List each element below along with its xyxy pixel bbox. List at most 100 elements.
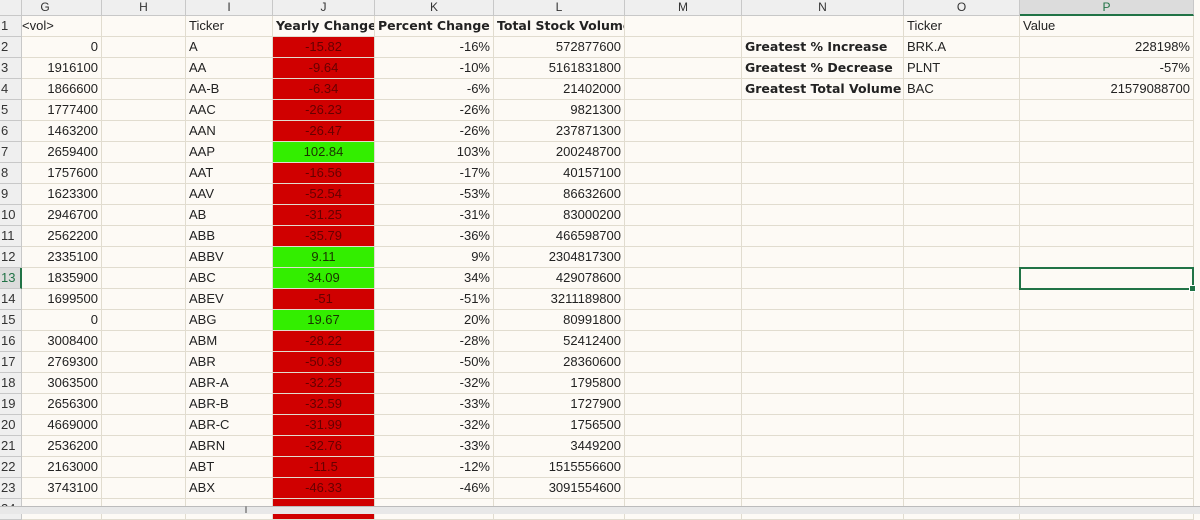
percent-change-cell[interactable]: -10% [375,58,494,79]
cell-h[interactable] [102,289,186,310]
cell-o[interactable] [904,478,1020,499]
cell-h[interactable] [102,436,186,457]
total-volume-cell[interactable]: 28360600 [494,352,625,373]
cell-n[interactable] [742,436,904,457]
volume-cell[interactable]: 1699500 [0,289,102,310]
cell-h[interactable] [102,184,186,205]
cell-n[interactable] [742,289,904,310]
yearly-change-cell[interactable]: 102.84 [273,142,375,163]
yearly-change-cell[interactable]: -50.39 [273,352,375,373]
row-header-1[interactable]: 1 [0,16,22,37]
cell-h[interactable] [102,268,186,289]
percent-change-cell[interactable]: -33% [375,436,494,457]
column-header-h[interactable]: H [102,0,186,16]
total-volume-cell[interactable]: 466598700 [494,226,625,247]
row-header-23[interactable]: 23 [0,478,22,499]
percent-change-cell[interactable]: -51% [375,289,494,310]
yearly-change-cell[interactable]: -28.22 [273,331,375,352]
cell-n[interactable] [742,226,904,247]
header-cell-o[interactable]: Ticker [904,16,1020,37]
header-cell-j[interactable]: Yearly Change [273,16,375,37]
row-header-14[interactable]: 14 [0,289,22,310]
volume-cell[interactable]: 3008400 [0,331,102,352]
total-volume-cell[interactable]: 80991800 [494,310,625,331]
cell-m[interactable] [625,268,742,289]
summary-ticker-cell[interactable]: BAC [904,79,1020,100]
cell-n[interactable] [742,331,904,352]
yearly-change-cell[interactable]: -35.79 [273,226,375,247]
summary-label-cell[interactable]: Greatest Total Volume [742,79,904,100]
cell-p[interactable] [1020,142,1194,163]
header-cell-i[interactable]: Ticker [186,16,273,37]
yearly-change-cell[interactable]: 34.09 [273,268,375,289]
ticker-cell[interactable]: ABR-A [186,373,273,394]
cell-o[interactable] [904,289,1020,310]
cell-o[interactable] [904,331,1020,352]
cell-h[interactable] [102,79,186,100]
cell-p[interactable] [1020,247,1194,268]
percent-change-cell[interactable]: -32% [375,415,494,436]
cell-m[interactable] [625,37,742,58]
volume-cell[interactable]: 2562200 [0,226,102,247]
total-volume-cell[interactable]: 1756500 [494,415,625,436]
volume-cell[interactable]: 1623300 [0,184,102,205]
cell-h[interactable] [102,310,186,331]
cell-p[interactable] [1020,310,1194,331]
total-volume-cell[interactable]: 83000200 [494,205,625,226]
row-header-21[interactable]: 21 [0,436,22,457]
cell-m[interactable] [625,331,742,352]
cell-m[interactable] [625,100,742,121]
header-cell-p[interactable]: Value [1020,16,1194,37]
cell-o[interactable] [904,163,1020,184]
ticker-cell[interactable]: ABC [186,268,273,289]
cell-o[interactable] [904,100,1020,121]
row-header-9[interactable]: 9 [0,184,22,205]
volume-cell[interactable]: 0 [0,37,102,58]
summary-value-cell[interactable]: 21579088700 [1020,79,1194,100]
cell-o[interactable] [904,436,1020,457]
volume-cell[interactable]: 1777400 [0,100,102,121]
percent-change-cell[interactable]: -12% [375,457,494,478]
cell-n[interactable] [742,457,904,478]
percent-change-cell[interactable]: 20% [375,310,494,331]
total-volume-cell[interactable]: 5161831800 [494,58,625,79]
cell-o[interactable] [904,121,1020,142]
ticker-cell[interactable]: ABT [186,457,273,478]
column-header-o[interactable]: O [904,0,1020,16]
cell-o[interactable] [904,142,1020,163]
row-header-13[interactable]: 13 [0,268,22,289]
cell-p[interactable] [1020,289,1194,310]
yearly-change-cell[interactable]: -11.5 [273,457,375,478]
yearly-change-cell[interactable]: -15.82 [273,37,375,58]
volume-cell[interactable]: 2659400 [0,142,102,163]
ticker-cell[interactable]: AA-B [186,79,273,100]
cell-n[interactable] [742,478,904,499]
cell-m[interactable] [625,436,742,457]
total-volume-cell[interactable]: 9821300 [494,100,625,121]
cell-m[interactable] [625,142,742,163]
cell-o[interactable] [904,226,1020,247]
total-volume-cell[interactable]: 237871300 [494,121,625,142]
column-header-l[interactable]: L [494,0,625,16]
column-header-n[interactable]: N [742,0,904,16]
ticker-cell[interactable]: AAV [186,184,273,205]
ticker-cell[interactable]: AAN [186,121,273,142]
cell-o[interactable] [904,352,1020,373]
row-header-20[interactable]: 20 [0,415,22,436]
header-cell-k[interactable]: Percent Change [375,16,494,37]
cell-o[interactable] [904,247,1020,268]
cell-n[interactable] [742,142,904,163]
header-cell-m[interactable] [625,16,742,37]
cell-m[interactable] [625,352,742,373]
row-header-6[interactable]: 6 [0,121,22,142]
cell-h[interactable] [102,394,186,415]
summary-label-cell[interactable]: Greatest % Decrease [742,58,904,79]
percent-change-cell[interactable]: -36% [375,226,494,247]
percent-change-cell[interactable]: -17% [375,163,494,184]
volume-cell[interactable]: 3743100 [0,478,102,499]
yearly-change-cell[interactable]: -32.25 [273,373,375,394]
percent-change-cell[interactable]: -53% [375,184,494,205]
cell-h[interactable] [102,100,186,121]
cell-m[interactable] [625,163,742,184]
yearly-change-cell[interactable]: 19.67 [273,310,375,331]
